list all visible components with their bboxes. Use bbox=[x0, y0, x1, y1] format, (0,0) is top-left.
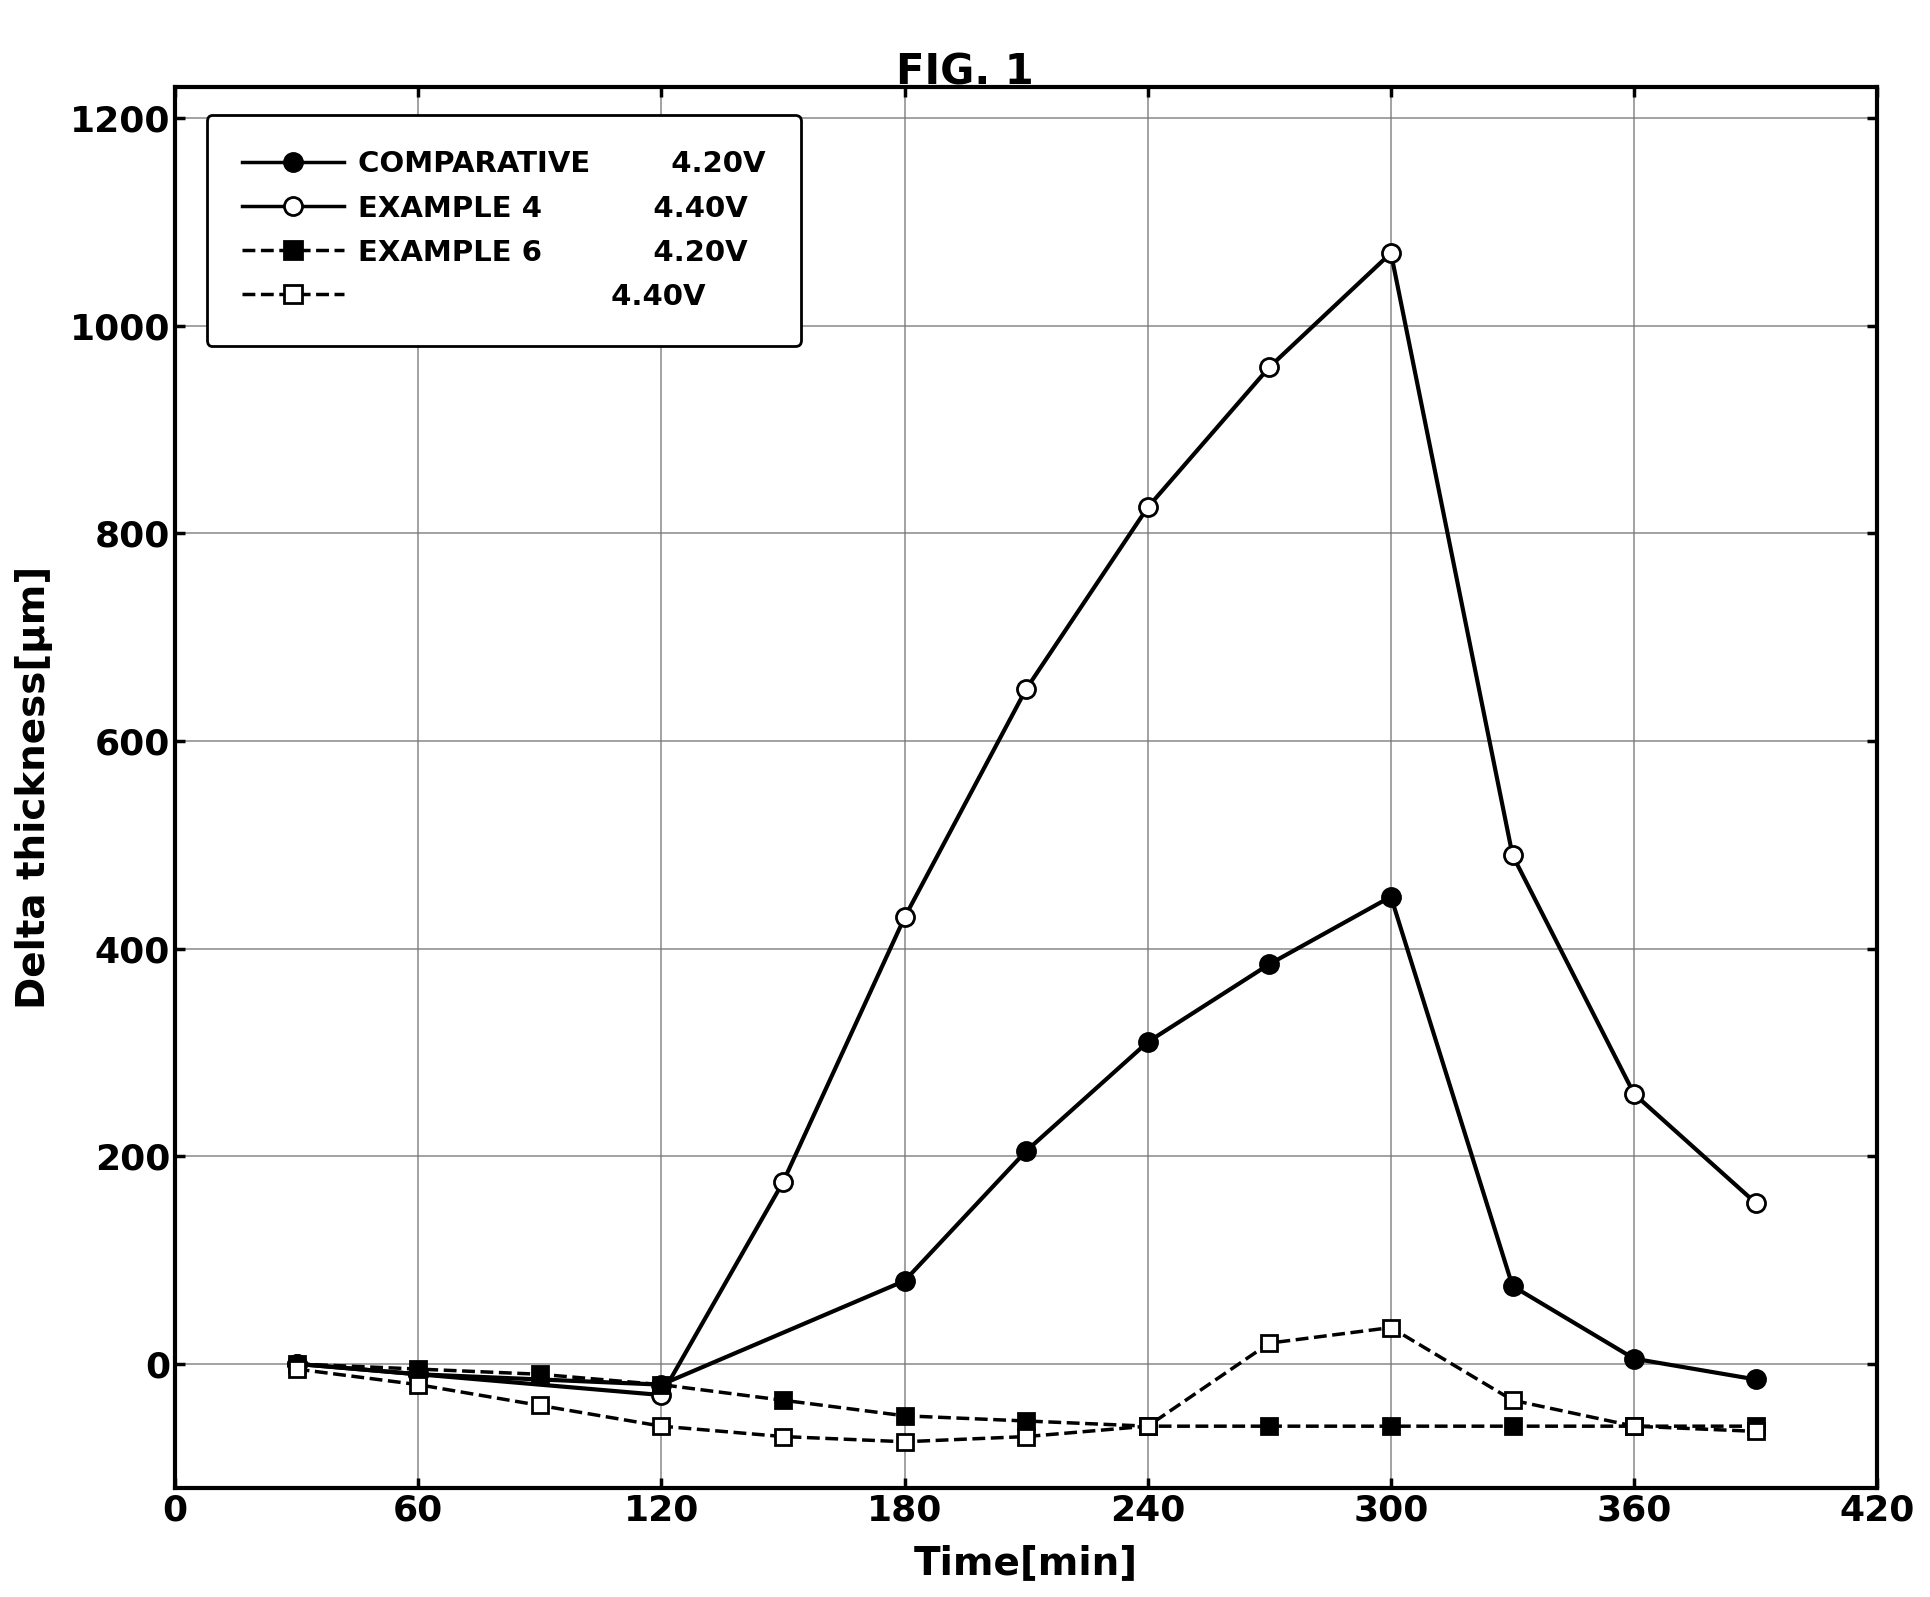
Y-axis label: Delta thickness[μm]: Delta thickness[μm] bbox=[15, 565, 52, 1009]
Text: FIG. 1: FIG. 1 bbox=[896, 51, 1034, 93]
Legend: COMPARATIVE        4.20V, EXAMPLE 4           4.40V, EXAMPLE 6           4.20V, : COMPARATIVE 4.20V, EXAMPLE 4 4.40V, EXAM… bbox=[207, 115, 801, 345]
X-axis label: Time[min]: Time[min] bbox=[915, 1544, 1139, 1583]
